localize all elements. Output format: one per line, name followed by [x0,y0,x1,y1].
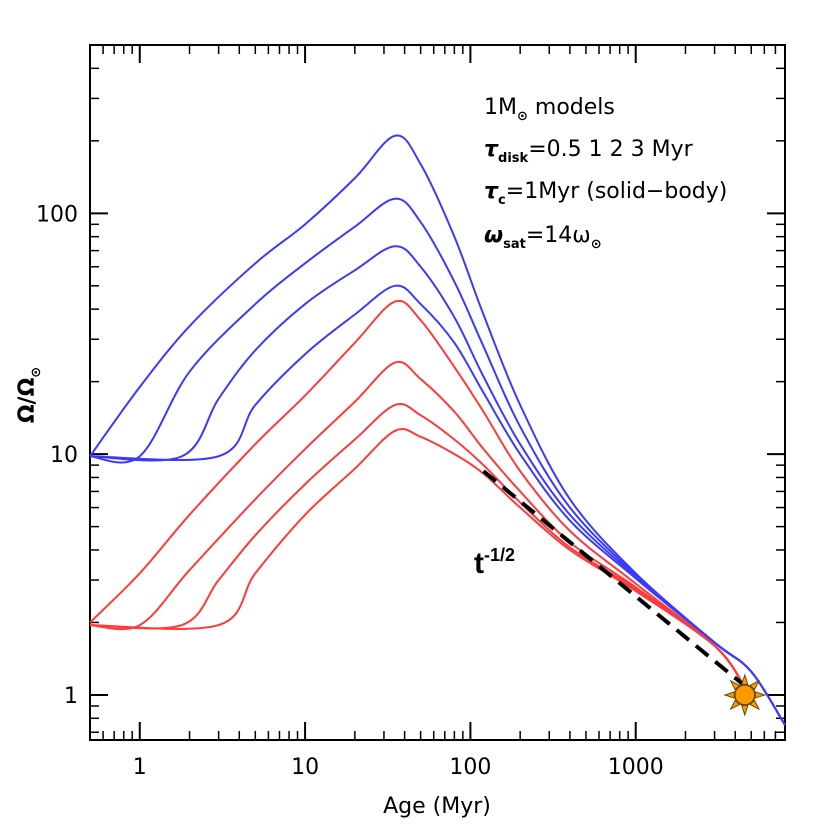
plot-frame [89,44,786,741]
y-tick-label: 10 [50,443,78,468]
annotation-disk-timescale: τdisk=0.5 1 2 3 Myr [484,137,694,166]
major-ticks [90,45,785,740]
x-tick-label: 100 [449,755,491,780]
minor-ticks [89,44,786,740]
series-line-7 [89,403,745,686]
sun-marker [723,673,767,717]
axis-labels: 1 10 100 1000 1 10 100 [36,202,664,780]
x-tick-label: 10 [291,755,319,780]
power-law-line [482,469,745,687]
sun-ray [754,691,767,699]
sun-ray [741,705,749,717]
y-tick-label: 1 [64,684,78,709]
series-lines [89,134,786,726]
annotation-model-mass: 1M⊙ models [484,95,615,124]
sun-ray [723,691,735,699]
series-line-4 [89,284,786,726]
y-axis-title: Ω/Ω⊙ [15,367,44,423]
y-tick-label: 100 [36,202,78,227]
annotation-coupling-timescale: τc=1Myr (solid−body) [484,179,727,208]
series-line-2 [89,197,786,726]
x-tick-label: 1 [133,755,147,780]
series-line-5 [89,299,745,686]
annotation-saturation: ωsat=14ω⊙ [484,223,602,252]
sun-ray [741,673,749,685]
power-law-label: t-1/2 [474,545,515,580]
series-line-6 [89,360,745,686]
series-line-3 [89,245,786,726]
x-tick-label: 1000 [608,755,664,780]
series-line-1 [89,134,786,726]
x-axis-title: Age (Myr) [383,794,491,819]
power-law-dashed-line [482,469,745,687]
sun-disk [734,684,756,706]
series-line-8 [89,427,745,686]
plot-border [89,44,786,741]
